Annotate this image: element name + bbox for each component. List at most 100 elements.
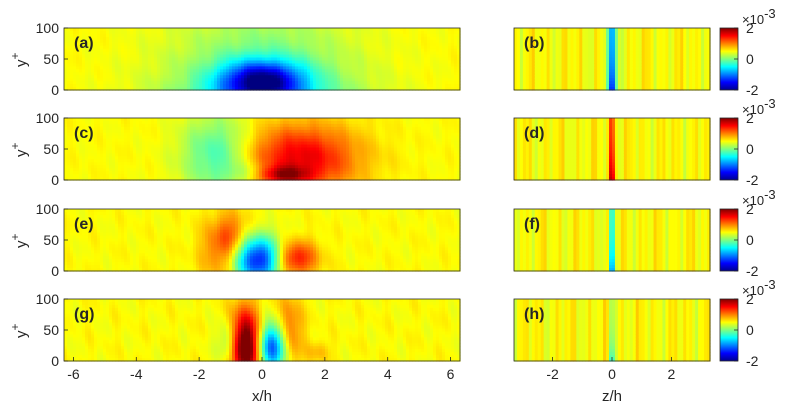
heatmap-cell	[100, 168, 104, 172]
heatmap-cell	[448, 48, 452, 53]
heatmap-cell	[91, 144, 95, 149]
heatmap-cell	[73, 177, 77, 181]
heatmap-cell	[686, 28, 690, 32]
heatmap-cell	[97, 150, 101, 155]
heatmap-cell	[600, 28, 604, 32]
heatmap-cell	[632, 28, 637, 32]
heatmap-cell	[97, 78, 101, 82]
heatmap-cell	[241, 81, 245, 85]
heatmap-cell	[97, 174, 101, 178]
heatmap-cell	[307, 81, 311, 85]
heatmap-cell	[367, 45, 371, 50]
heatmap-cell	[620, 42, 625, 47]
heatmap-cell	[274, 66, 278, 70]
heatmap-cell	[534, 69, 539, 73]
heatmap-cell	[698, 84, 702, 88]
heatmap-cell	[617, 63, 622, 67]
heatmap-cell	[427, 60, 431, 65]
heatmap-cell	[145, 150, 149, 155]
heatmap-cell	[680, 60, 684, 65]
heatmap-cell	[67, 75, 71, 79]
heatmap-cell	[160, 141, 164, 146]
heatmap-cell	[677, 84, 681, 88]
heatmap-cell	[91, 118, 95, 122]
heatmap-cell	[178, 159, 182, 163]
heatmap-cell	[641, 60, 646, 65]
heatmap-cell	[73, 30, 77, 35]
heatmap-cell	[67, 174, 71, 178]
heatmap-cell	[415, 84, 419, 88]
heatmap-cell	[620, 81, 625, 85]
heatmap-cell	[154, 177, 158, 181]
heatmap-cell	[115, 177, 119, 181]
heatmap-cell	[635, 48, 640, 53]
heatmap-cell	[382, 39, 386, 44]
heatmap-cell	[612, 28, 616, 32]
heatmap-cell	[229, 60, 233, 65]
heatmap-cell	[250, 66, 254, 70]
heatmap-cell	[124, 69, 128, 73]
heatmap-cell	[519, 45, 524, 50]
heatmap-cell	[436, 36, 440, 41]
heatmap-cell	[103, 120, 107, 125]
heatmap-cell	[549, 51, 554, 56]
heatmap-cell	[178, 147, 182, 152]
heatmap-cell	[157, 162, 161, 166]
heatmap-cell	[91, 120, 95, 125]
heatmap-cell	[238, 60, 242, 65]
heatmap-cell	[546, 72, 551, 76]
heatmap-cell	[64, 51, 68, 56]
heatmap-cell	[169, 171, 173, 175]
heatmap-cell	[656, 48, 661, 53]
heatmap-cell	[558, 45, 563, 50]
heatmap-cell	[109, 42, 113, 47]
heatmap-cell	[373, 57, 377, 62]
heatmap-cell	[635, 81, 640, 85]
heatmap-cell	[549, 75, 554, 79]
heatmap-cell	[385, 60, 389, 65]
heatmap-cell	[247, 60, 251, 65]
heatmap-cell	[178, 72, 182, 76]
heatmap-cell	[516, 57, 521, 62]
heatmap-cell	[205, 75, 209, 79]
heatmap-cell	[163, 75, 167, 79]
heatmap-cell	[680, 30, 684, 35]
heatmap-cell	[701, 81, 705, 85]
heatmap-cell	[220, 72, 224, 76]
heatmap-cell	[166, 33, 170, 38]
heatmap-cell	[585, 54, 589, 59]
heatmap-cell	[656, 60, 661, 65]
heatmap-cell	[322, 69, 326, 73]
heatmap-cell	[100, 69, 104, 73]
heatmap-cell	[100, 39, 104, 44]
heatmap-cell	[397, 75, 401, 79]
heatmap-cell	[579, 72, 583, 76]
heatmap-cell	[97, 153, 101, 157]
heatmap-cell	[136, 150, 140, 155]
heatmap-cell	[412, 78, 416, 82]
heatmap-cell	[558, 28, 563, 32]
heatmap-cell	[603, 51, 607, 56]
heatmap-cell	[454, 36, 458, 41]
heatmap-cell	[157, 150, 161, 155]
heatmap-cell	[247, 48, 251, 53]
heatmap-cell	[626, 39, 631, 44]
heatmap-cell	[406, 84, 410, 88]
heatmap-cell	[289, 81, 293, 85]
heatmap-cell	[704, 36, 708, 41]
heatmap-cell	[292, 66, 296, 70]
heatmap-cell	[94, 120, 98, 125]
heatmap-cell	[163, 66, 167, 70]
heatmap-cell	[603, 81, 607, 85]
heatmap-cell	[695, 28, 699, 32]
heatmap-cell	[163, 54, 167, 59]
heatmap-cell	[226, 72, 230, 76]
heatmap-cell	[701, 60, 705, 65]
heatmap-cell	[519, 84, 524, 88]
heatmap-cell	[379, 75, 383, 79]
heatmap-cell	[223, 36, 227, 41]
heatmap-cell	[241, 78, 245, 82]
heatmap-cell	[172, 39, 176, 44]
heatmap-cell	[220, 75, 224, 79]
heatmap-cell	[340, 45, 344, 50]
